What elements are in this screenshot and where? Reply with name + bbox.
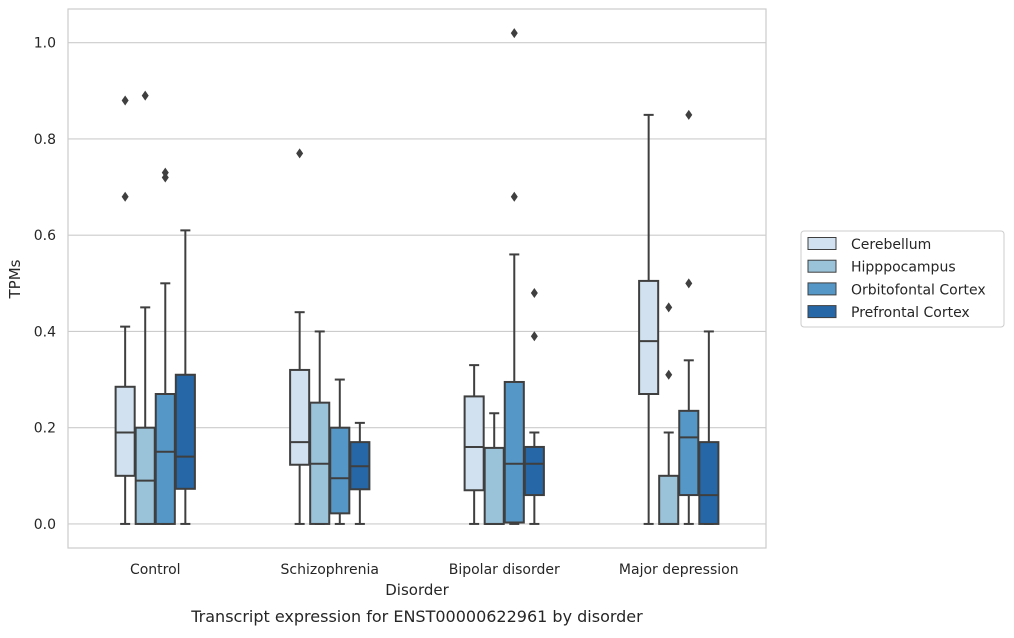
outlier-point [685,278,693,289]
box [329,426,351,515]
box-groups [114,28,720,525]
outlier-point [141,90,149,101]
legend: Cerebellum Hipppocampus Orbitofontal Corte… [800,230,1005,328]
legend-swatch [807,259,837,273]
box-3-3 [698,330,720,525]
box-2-3 [678,109,700,525]
legend-frame [800,230,1005,328]
y-tick-label: 0.4 [34,324,56,340]
box-0-2 [463,364,485,525]
box-1-3 [658,302,680,525]
box-2-0 [154,167,176,525]
legend-label: Hipppocampus [851,260,956,276]
y-tick-label: 0.0 [34,517,56,533]
y-tick-label: 0.6 [34,228,56,244]
box-3-0 [174,229,196,525]
outlier-point [665,302,673,313]
legend-swatch [807,282,837,296]
legend-swatch [807,237,837,250]
y-tick-label: 0.2 [34,421,56,437]
box [658,474,680,525]
box-3-1 [349,421,371,525]
box [463,395,485,492]
box [289,368,311,466]
box [638,279,660,395]
x-tick-label: Bipolar disorder [449,562,560,578]
box-0-3 [638,113,660,525]
legend-label: Cerebellum [851,237,931,253]
box-3-2 [523,287,545,525]
box-2-1 [329,378,351,525]
box [154,393,176,525]
outlier-point [121,95,129,106]
box [174,373,196,490]
box-0-1 [289,148,311,525]
box [523,445,545,497]
x-axis-label: Disorder [385,581,449,599]
box-1-2 [483,412,505,525]
y-axis-ticks: 0.0 0.2 0.4 0.6 0.8 1.0 [34,36,56,533]
outlier-point [530,287,538,298]
legend-swatch [807,305,837,319]
outlier-point [665,369,673,380]
plot-frame [67,8,767,549]
outlier-point [161,172,169,183]
box [503,380,525,524]
box [678,409,700,497]
x-tick-label: Schizophrenia [281,562,379,578]
box-0-0 [114,95,136,525]
box [114,385,136,477]
x-axis-ticks: Control Schizophrenia Bipolar disorder Majo… [130,562,739,578]
box [483,446,505,525]
box [134,426,156,525]
box [698,441,720,525]
outlier-point [510,191,518,202]
outlier-point [530,331,538,342]
legend-label: Prefrontal Cortex [851,305,970,321]
outlier-point [685,109,693,120]
x-tick-label: Major depression [619,562,739,578]
outlier-point [121,191,129,202]
y-tick-label: 1.0 [34,36,56,52]
chart-title: Transcript expression for ENST0000062296… [190,607,643,626]
outlier-point [510,28,518,39]
box-2-2 [503,28,525,525]
outlier-point [296,148,304,159]
box-1-0 [134,90,156,525]
y-axis-label: TPMs [6,259,24,299]
legend-label: Orbitofontal Cortex [851,282,986,298]
box-1-1 [309,330,331,525]
x-tick-label: Control [130,562,181,578]
y-tick-label: 0.8 [34,132,56,148]
